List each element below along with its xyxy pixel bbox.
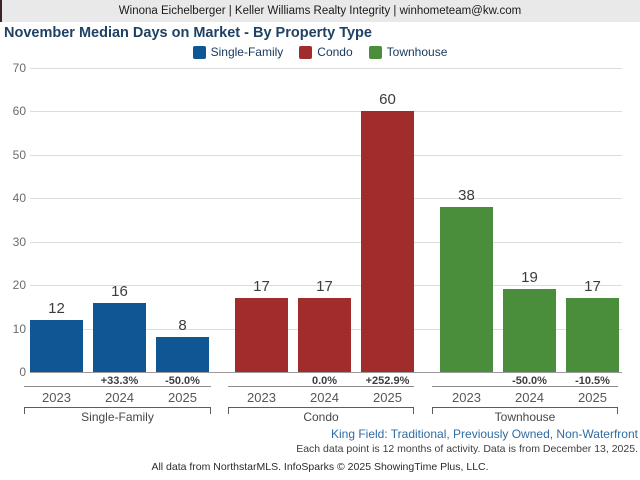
bar-value-label: 12 [48,300,65,317]
x-axis-year-label: 2025 [578,390,607,405]
pct-change-label: +252.9% [365,375,410,387]
bar-townhouse-2023[interactable] [440,207,493,372]
x-axis-year-label: 2025 [168,390,197,405]
legend-swatch-icon [192,45,206,59]
header-left-accent [0,0,2,22]
agent-contact-line: Winona Eichelberger | Keller Williams Re… [118,5,522,17]
group-divider-line [228,386,414,387]
search-filters-summary: King Field: Traditional, Previously Owne… [330,427,638,441]
attribution-line: All data from NorthstarMLS. InfoSparks ©… [151,461,489,473]
bar-value-label: 8 [178,317,187,334]
group-label-single-family: Single-Family [81,410,154,424]
bar-value-label: 19 [521,269,538,286]
bar-value-label: 17 [584,278,601,295]
legend-item-single-family[interactable]: Single-Family [192,45,284,59]
group-bracket [228,407,414,414]
pct-change-label: -10.5% [575,375,610,387]
group-divider-line [432,386,618,387]
y-axis-tick-60: 60 [12,104,26,119]
y-axis-tick-50: 50 [12,147,26,162]
x-axis-year-label: 2024 [515,390,544,405]
legend-item-condo[interactable]: Condo [299,45,353,59]
bar-single-family-2025[interactable] [156,337,209,372]
group-divider-line [24,386,211,387]
group-bracket [24,407,211,414]
x-axis-baseline [30,372,622,373]
bar-single-family-2024[interactable] [93,303,146,372]
legend-swatch-icon [299,45,313,59]
pct-change-label: -50.0% [512,375,547,387]
bar-value-label: 17 [253,278,270,295]
legend-item-label: Townhouse [386,45,448,59]
chart-legend: Single-Family Condo Townhouse [0,45,640,59]
pct-change-label: 0.0% [311,375,338,387]
legend-item-label: Single-Family [210,45,284,59]
y-axis-tick-30: 30 [12,234,26,249]
gridline-60 [30,111,622,113]
x-axis-year-label: 2023 [42,390,71,405]
x-axis-year-label: 2024 [105,390,134,405]
gridline-40 [30,198,622,200]
x-axis-year-label: 2025 [373,390,402,405]
y-axis-tick-70: 70 [12,61,26,75]
y-axis-tick-40: 40 [12,191,26,206]
chart-title: November Median Days on Market - By Prop… [4,25,372,41]
legend-item-label: Condo [317,45,353,59]
bar-value-label: 38 [458,187,475,204]
pct-change-label: -50.0% [165,375,200,387]
bar-value-label: 16 [111,283,128,300]
bar-single-family-2023[interactable] [30,320,83,372]
y-axis-tick-20: 20 [12,278,26,293]
gridline-30 [30,241,622,243]
bar-value-label: 17 [316,278,333,295]
group-label-townhouse: Townhouse [494,410,556,424]
group-label-condo: Condo [303,410,339,424]
data-note: Each data point is 12 months of activity… [296,443,638,455]
legend-swatch-icon [368,45,382,59]
y-axis-tick-0: 0 [19,365,26,379]
x-axis-year-label: 2023 [247,390,276,405]
bar-value-label: 60 [379,91,396,108]
bar-townhouse-2024[interactable] [503,289,556,372]
bar-condo-2025[interactable] [361,111,414,372]
x-axis-year-label: 2023 [452,390,481,405]
gridline-50 [30,154,622,156]
x-axis-year-label: 2024 [310,390,339,405]
gridline-20 [30,285,622,287]
group-bracket [432,407,618,414]
gridline-70 [30,68,622,69]
bar-condo-2023[interactable] [235,298,288,372]
y-axis-tick-10: 10 [12,321,26,336]
legend-item-townhouse[interactable]: Townhouse [368,45,448,59]
bar-townhouse-2025[interactable] [566,298,619,372]
pct-change-label: +33.3% [100,375,139,387]
bar-condo-2024[interactable] [298,298,351,372]
header-bar: Winona Eichelberger | Keller Williams Re… [0,0,640,22]
